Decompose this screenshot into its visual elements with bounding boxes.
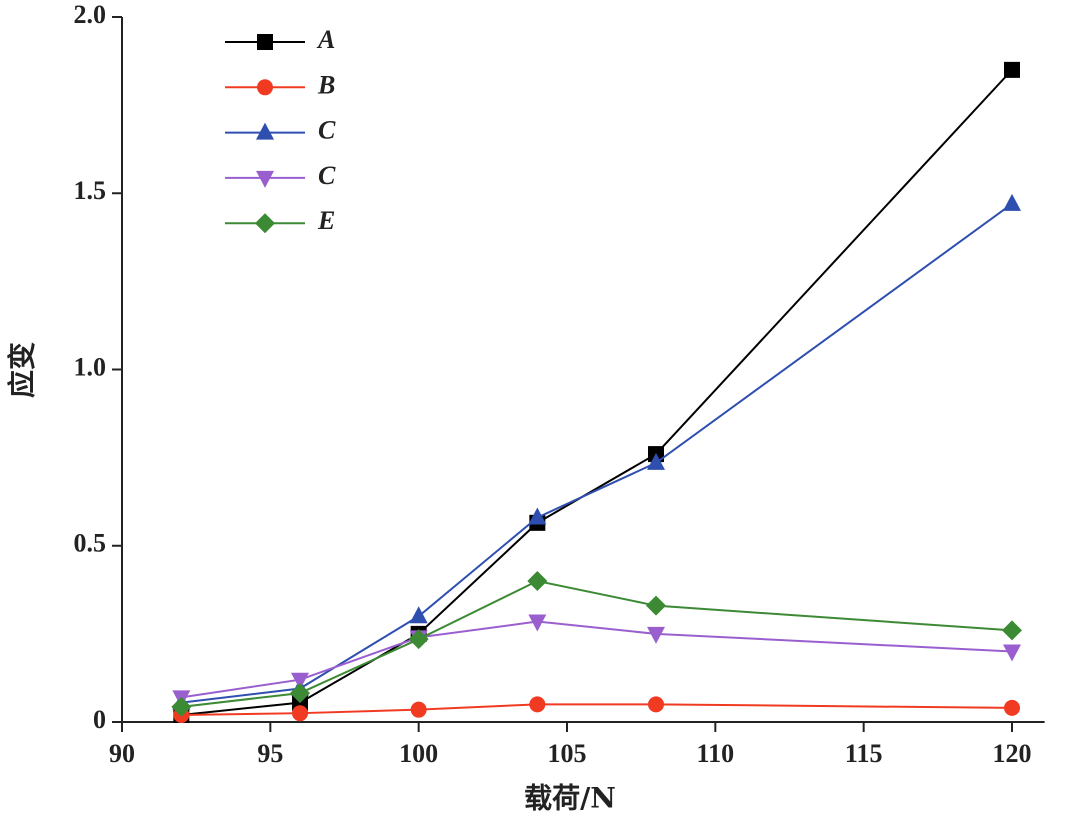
y-tick-label: 0.5 — [74, 529, 107, 558]
legend-label: E — [317, 206, 335, 235]
marker — [648, 696, 664, 713]
legend-label: C — [318, 161, 336, 190]
marker — [1003, 644, 1021, 662]
legend-marker — [256, 170, 274, 188]
legend-label: B — [317, 70, 335, 99]
y-tick-label: 1.0 — [74, 352, 107, 381]
marker — [1004, 699, 1020, 716]
y-tick-label: 0 — [93, 705, 106, 734]
marker — [410, 701, 427, 718]
marker — [647, 626, 665, 644]
marker — [646, 595, 666, 616]
x-tick-label: 95 — [257, 739, 283, 768]
marker — [1002, 620, 1022, 641]
series-line — [181, 703, 1013, 716]
marker — [647, 452, 665, 470]
x-tick-label: 100 — [399, 739, 438, 768]
series-line — [181, 69, 1013, 716]
marker — [291, 672, 309, 690]
x-tick-label: 120 — [993, 739, 1032, 768]
marker — [409, 606, 428, 624]
series-line — [181, 620, 1013, 699]
legend-marker — [256, 122, 274, 140]
x-tick-label: 110 — [697, 739, 735, 768]
legend-marker — [257, 79, 273, 96]
legend-marker — [257, 34, 273, 50]
x-axis-title: 载荷/N — [524, 782, 616, 815]
marker — [528, 614, 547, 632]
y-axis-title: 应变 — [6, 342, 39, 398]
x-tick-label: 105 — [548, 739, 587, 768]
y-tick-label: 2.0 — [74, 0, 107, 29]
marker — [529, 696, 546, 713]
marker — [528, 507, 547, 525]
legend-label: A — [316, 25, 335, 54]
series-line — [181, 579, 1013, 708]
marker — [527, 571, 548, 591]
marker — [408, 629, 429, 650]
marker — [292, 705, 308, 722]
x-tick-label: 90 — [109, 739, 135, 768]
y-tick-label: 1.5 — [74, 176, 107, 205]
marker — [171, 696, 192, 717]
series-line — [181, 203, 1013, 704]
marker — [290, 683, 310, 704]
x-tick-label: 115 — [845, 739, 883, 768]
legend-label: C — [318, 116, 336, 145]
marker — [1003, 193, 1021, 211]
marker — [1004, 61, 1020, 78]
legend-marker — [255, 213, 275, 234]
